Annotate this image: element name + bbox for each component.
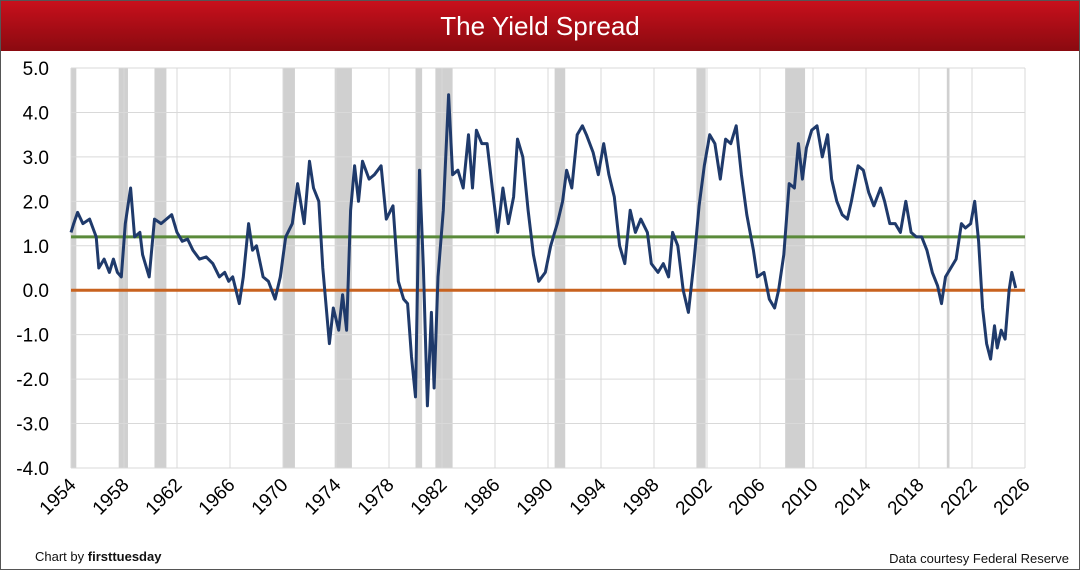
x-tick-label: 1982 xyxy=(407,475,452,520)
x-tick-label: 2006 xyxy=(725,475,770,520)
y-tick-label: 0.0 xyxy=(23,281,49,302)
x-tick-label: 2018 xyxy=(884,475,929,520)
x-tick-label: 1994 xyxy=(566,474,611,519)
y-tick-label: 3.0 xyxy=(23,148,49,169)
credit-prefix: Chart by xyxy=(35,549,85,564)
y-tick-label: -4.0 xyxy=(16,459,49,480)
recession-band xyxy=(696,68,706,468)
x-tick-label: 1958 xyxy=(89,475,134,520)
x-tick-label: 2026 xyxy=(990,475,1035,520)
recession-band xyxy=(435,68,453,468)
x-tick-label: 1966 xyxy=(195,475,240,520)
y-tick-label: -3.0 xyxy=(16,415,49,436)
x-tick-label: 2002 xyxy=(672,475,717,520)
x-tick-label: 1954 xyxy=(36,474,81,519)
x-tick-label: 1978 xyxy=(354,475,399,520)
x-tick-label: 1986 xyxy=(460,475,505,520)
y-tick-label: 4.0 xyxy=(23,103,49,124)
credit-brand: firsttuesday xyxy=(87,549,162,564)
y-tick-label: -1.0 xyxy=(16,326,49,347)
recession-band xyxy=(946,68,950,468)
x-tick-label: 2022 xyxy=(937,475,982,520)
x-tick-label: 1990 xyxy=(513,475,558,520)
x-tick-label: 1998 xyxy=(619,475,664,520)
recession-band xyxy=(785,68,806,468)
chart-title: The Yield Spread xyxy=(1,1,1079,51)
recession-band xyxy=(283,68,295,468)
recession-band xyxy=(554,68,566,468)
x-tick-label: 1970 xyxy=(248,475,293,520)
recession-band xyxy=(154,68,167,468)
recession-band xyxy=(71,68,77,468)
y-tick-label: -2.0 xyxy=(16,370,49,391)
source: Data courtesy Federal Reserve xyxy=(889,551,1069,566)
x-tick-label: 1962 xyxy=(142,475,187,520)
recession-band xyxy=(334,68,352,468)
x-tick-label: 1974 xyxy=(301,474,346,519)
y-tick-label: 1.0 xyxy=(23,237,49,258)
credit: Chart by firsttuesday xyxy=(35,549,161,564)
y-tick-label: 2.0 xyxy=(23,192,49,213)
x-tick-label: 2014 xyxy=(831,474,876,519)
x-tick-label: 2010 xyxy=(778,475,823,520)
spread-line xyxy=(69,93,1018,408)
y-tick-label: 5.0 xyxy=(23,59,49,80)
